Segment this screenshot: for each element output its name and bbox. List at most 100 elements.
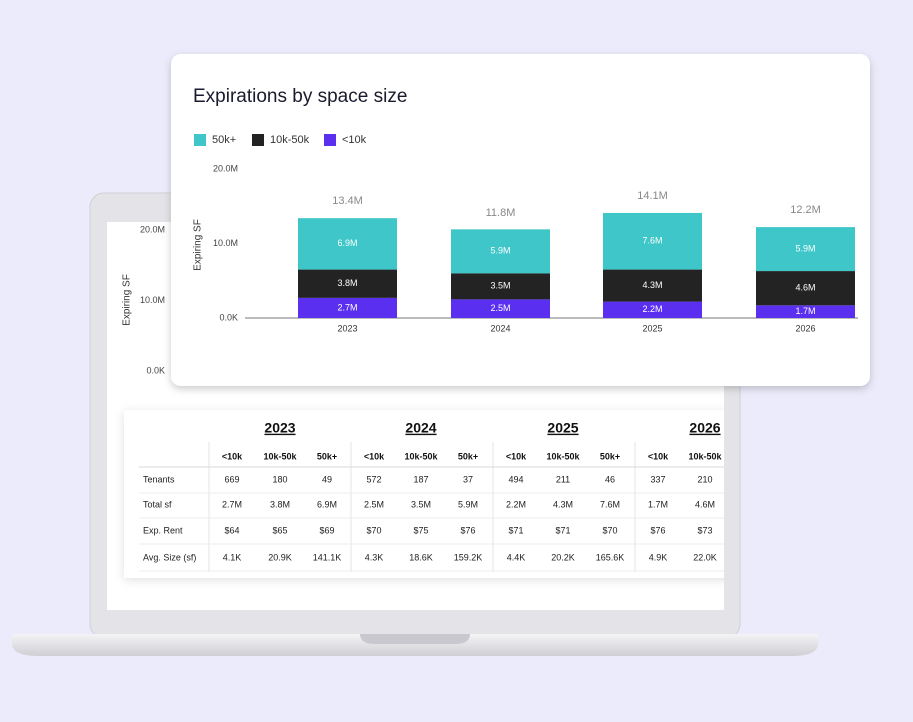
year-header: 2025 [547, 420, 578, 436]
legend-swatch [252, 134, 264, 146]
table-cell: $64 [224, 525, 239, 535]
subheader: 10k-50k [263, 451, 297, 461]
subheader: <10k [364, 451, 385, 461]
x-tick-label: 2024 [490, 323, 510, 333]
total-label: 11.8M [486, 207, 516, 219]
table-cell: 165.6K [596, 552, 625, 562]
table-cell: $71 [555, 525, 570, 535]
y-tick-label: 20.0M [213, 163, 238, 173]
year-header: 2023 [264, 420, 295, 436]
row-label: Exp. Rent [143, 525, 183, 535]
bar-segment [451, 299, 550, 318]
table-cell: 6.9M [317, 499, 337, 509]
chart-title: Expirations by space size [193, 86, 407, 107]
x-tick-label: 2023 [337, 323, 357, 333]
subheader: 10k-50k [688, 451, 722, 461]
table-card [124, 410, 724, 578]
subheader: 10k-50k [546, 451, 580, 461]
table-cell: 141.1K [313, 552, 342, 562]
table-cell: 187 [413, 474, 428, 484]
table-cell: 49 [322, 474, 332, 484]
table-cell: 159.2K [454, 552, 483, 562]
table-cell: 4.4K [507, 552, 526, 562]
table-cell: 5.9M [458, 499, 478, 509]
table-cell: 2.5M [364, 499, 384, 509]
table-cell: $71 [508, 525, 523, 535]
table-cell: 7.6M [600, 499, 620, 509]
subheader: 10k-50k [404, 451, 438, 461]
data-label: 4.6M [795, 283, 815, 293]
row-label: Total sf [143, 499, 172, 509]
table-cell: 211 [556, 474, 570, 484]
table-cell: 669 [224, 474, 239, 484]
year-header: 2024 [405, 420, 436, 436]
table-cell: 37 [463, 474, 473, 484]
year-header: 2026 [689, 420, 720, 436]
table-cell: 20.9K [268, 552, 292, 562]
table-cell: 2.2M [506, 499, 526, 509]
total-label: 14.1M [637, 190, 668, 202]
total-label: 12.2M [790, 204, 821, 216]
bar-segment [756, 271, 855, 306]
bar-segment [298, 269, 397, 298]
y-tick-label: 10.0M [213, 238, 238, 248]
table-cell: 2.7M [222, 499, 242, 509]
subheader: 50k+ [458, 451, 478, 461]
table-cell: $76 [460, 525, 475, 535]
subheader: 50k+ [600, 451, 620, 461]
data-label: 1.7M [795, 306, 815, 316]
table-cell: $70 [602, 525, 617, 535]
table-cell: $75 [413, 525, 428, 535]
total-label: 13.4M [332, 195, 363, 207]
laptop-base [12, 634, 818, 656]
y-axis-label: Expiring SF [122, 274, 133, 326]
row-label: Tenants [143, 474, 175, 484]
table-cell: 4.9K [649, 552, 668, 562]
bar-segment [603, 301, 702, 318]
x-tick-label: 2026 [795, 323, 815, 333]
data-label: 2.2M [642, 304, 662, 314]
bar-segment [603, 212, 702, 270]
bar-segment [756, 227, 855, 272]
table-cell: 572 [366, 474, 381, 484]
table-cell: 1.7M [648, 499, 668, 509]
data-label: 5.9M [490, 246, 510, 256]
data-label: 6.9M [337, 238, 357, 248]
data-label: 5.9M [795, 243, 815, 253]
table-cell: 3.8M [270, 499, 290, 509]
table-cell: $70 [366, 525, 381, 535]
table-cell: 4.1K [223, 552, 242, 562]
table-cell: 494 [508, 474, 523, 484]
subheader: <10k [222, 451, 243, 461]
table: 2023 2024 2025 2026 <10k 10k-50k 50k+ <10k 10k-5… [124, 410, 724, 578]
legend-label: <10k [342, 134, 367, 146]
data-label: 2.5M [490, 303, 510, 313]
y-tick-label: 0.0K [219, 312, 238, 322]
bar-segment [451, 273, 550, 300]
legend-swatch [194, 134, 206, 146]
data-label: 2.7M [337, 302, 357, 312]
data-label: 4.3M [642, 280, 662, 290]
x-tick-label: 2025 [642, 323, 662, 333]
bar-segment [451, 229, 550, 274]
table-cell: 20.2K [551, 552, 575, 562]
laptop-notch [360, 634, 470, 644]
table-cell: 18.6K [409, 552, 433, 562]
table-cell: $73 [697, 525, 712, 535]
row-label: Avg. Size (sf) [143, 552, 196, 562]
subheader: <10k [506, 451, 527, 461]
bar-segment [298, 297, 397, 318]
data-label: 7.6M [642, 236, 662, 246]
bar-segment [298, 218, 397, 270]
subheader: 50k+ [317, 451, 337, 461]
subheader: <10k [648, 451, 669, 461]
bar-segment [756, 305, 855, 318]
data-label: 3.5M [490, 281, 510, 291]
legend-swatch [324, 134, 336, 146]
bar-segment [603, 269, 702, 302]
table-cell: $76 [650, 525, 665, 535]
table-cell: 337 [650, 474, 665, 484]
y-tick-label: 0.0K [146, 365, 165, 375]
y-tick-label: 20.0M [140, 224, 165, 234]
